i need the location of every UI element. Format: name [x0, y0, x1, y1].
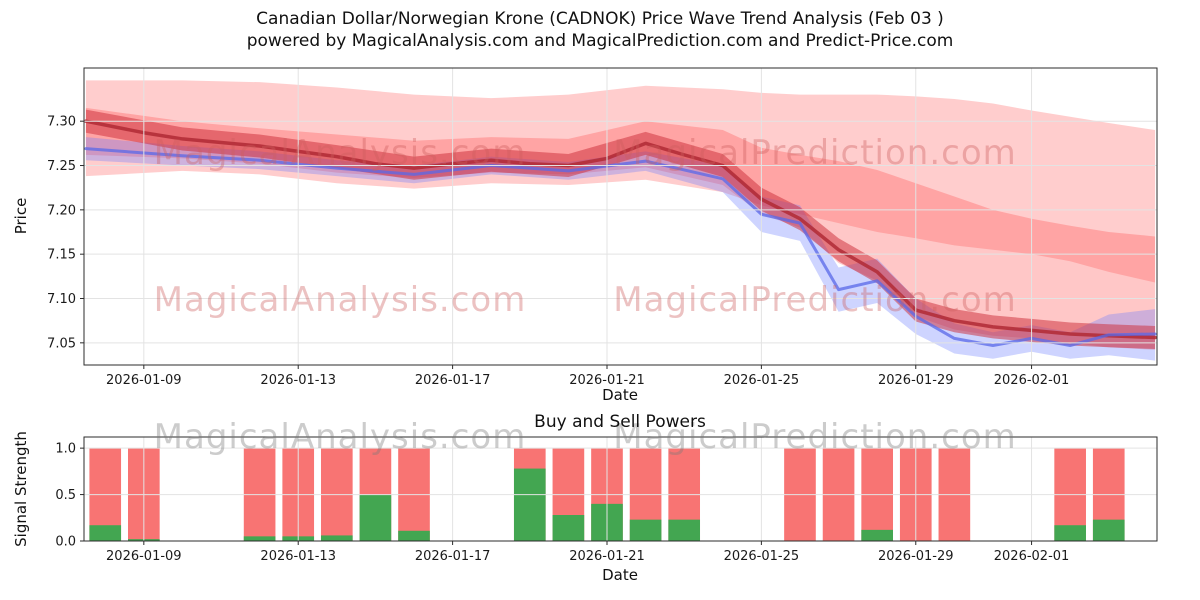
chart-subtitle: powered by MagicalAnalysis.com and Magic…	[246, 31, 954, 51]
price-y-axis-label: Price	[12, 197, 30, 235]
watermark-magicalanalysis: MagicalAnalysis.com	[153, 280, 527, 320]
svg-text:0.5: 0.5	[55, 488, 76, 503]
signal-y-axis-label: Signal Strength	[12, 431, 30, 547]
svg-text:2026-02-01: 2026-02-01	[994, 373, 1070, 388]
svg-text:7.20: 7.20	[47, 203, 76, 218]
svg-text:2026-01-25: 2026-01-25	[724, 549, 800, 564]
svg-text:2026-01-09: 2026-01-09	[106, 373, 182, 388]
buy-bar	[552, 515, 585, 541]
buy-bar	[668, 519, 701, 541]
signal-chart-title: Buy and Sell Powers	[534, 412, 706, 432]
red-trend-line	[84, 119, 1157, 340]
buy-bar	[320, 535, 353, 541]
svg-text:0.0: 0.0	[55, 535, 76, 550]
svg-text:2026-01-29: 2026-01-29	[878, 549, 954, 564]
svg-text:2026-01-17: 2026-01-17	[415, 373, 491, 388]
svg-text:7.25: 7.25	[47, 159, 76, 174]
buy-bar	[629, 519, 662, 541]
buy-bar	[359, 494, 392, 541]
svg-text:7.15: 7.15	[47, 248, 76, 263]
watermark-magicalanalysis: MagicalAnalysis.com	[153, 133, 527, 173]
svg-text:2026-01-21: 2026-01-21	[569, 373, 645, 388]
watermark-magicalprediction: MagicalPrediction.com	[613, 133, 1017, 173]
buy-bar	[398, 530, 430, 541]
buy-bar	[1054, 525, 1086, 541]
watermark-magicalprediction: MagicalPrediction.com	[613, 280, 1017, 320]
watermark-magicalprediction: MagicalPrediction.com	[613, 417, 1017, 457]
svg-text:7.05: 7.05	[47, 336, 76, 351]
red-outer-band	[85, 80, 1156, 283]
svg-text:2026-02-01: 2026-02-01	[994, 549, 1070, 564]
price-x-axis-label: Date	[602, 386, 638, 404]
buy-bar	[1092, 519, 1125, 541]
svg-text:7.30: 7.30	[47, 115, 76, 130]
svg-text:2026-01-21: 2026-01-21	[569, 549, 645, 564]
watermark-magicalanalysis: MagicalAnalysis.com	[153, 417, 527, 457]
svg-text:2026-01-09: 2026-01-09	[106, 549, 182, 564]
buy-bar	[243, 536, 276, 541]
svg-text:2026-01-29: 2026-01-29	[878, 373, 954, 388]
blue-forecast-band	[85, 137, 1156, 361]
price-plot	[84, 80, 1157, 361]
signal-x-axis-label: Date	[602, 566, 638, 584]
blue-trend-line	[84, 147, 1157, 347]
chart-title: Canadian Dollar/Norwegian Krone (CADNOK)…	[256, 9, 944, 29]
svg-text:2026-01-13: 2026-01-13	[260, 549, 336, 564]
buy-bar	[861, 529, 893, 541]
svg-text:2026-01-17: 2026-01-17	[415, 549, 491, 564]
buy-bar	[89, 525, 122, 541]
svg-text:2026-01-25: 2026-01-25	[724, 373, 800, 388]
svg-text:1.0: 1.0	[55, 442, 76, 457]
svg-text:7.10: 7.10	[47, 292, 76, 307]
buy-bar	[513, 468, 546, 541]
svg-text:2026-01-13: 2026-01-13	[260, 373, 336, 388]
